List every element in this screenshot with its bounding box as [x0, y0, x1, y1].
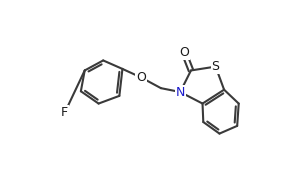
- Text: O: O: [179, 46, 189, 59]
- Text: O: O: [136, 71, 146, 84]
- Text: N: N: [175, 86, 185, 98]
- Text: S: S: [212, 60, 220, 73]
- Text: F: F: [61, 106, 68, 119]
